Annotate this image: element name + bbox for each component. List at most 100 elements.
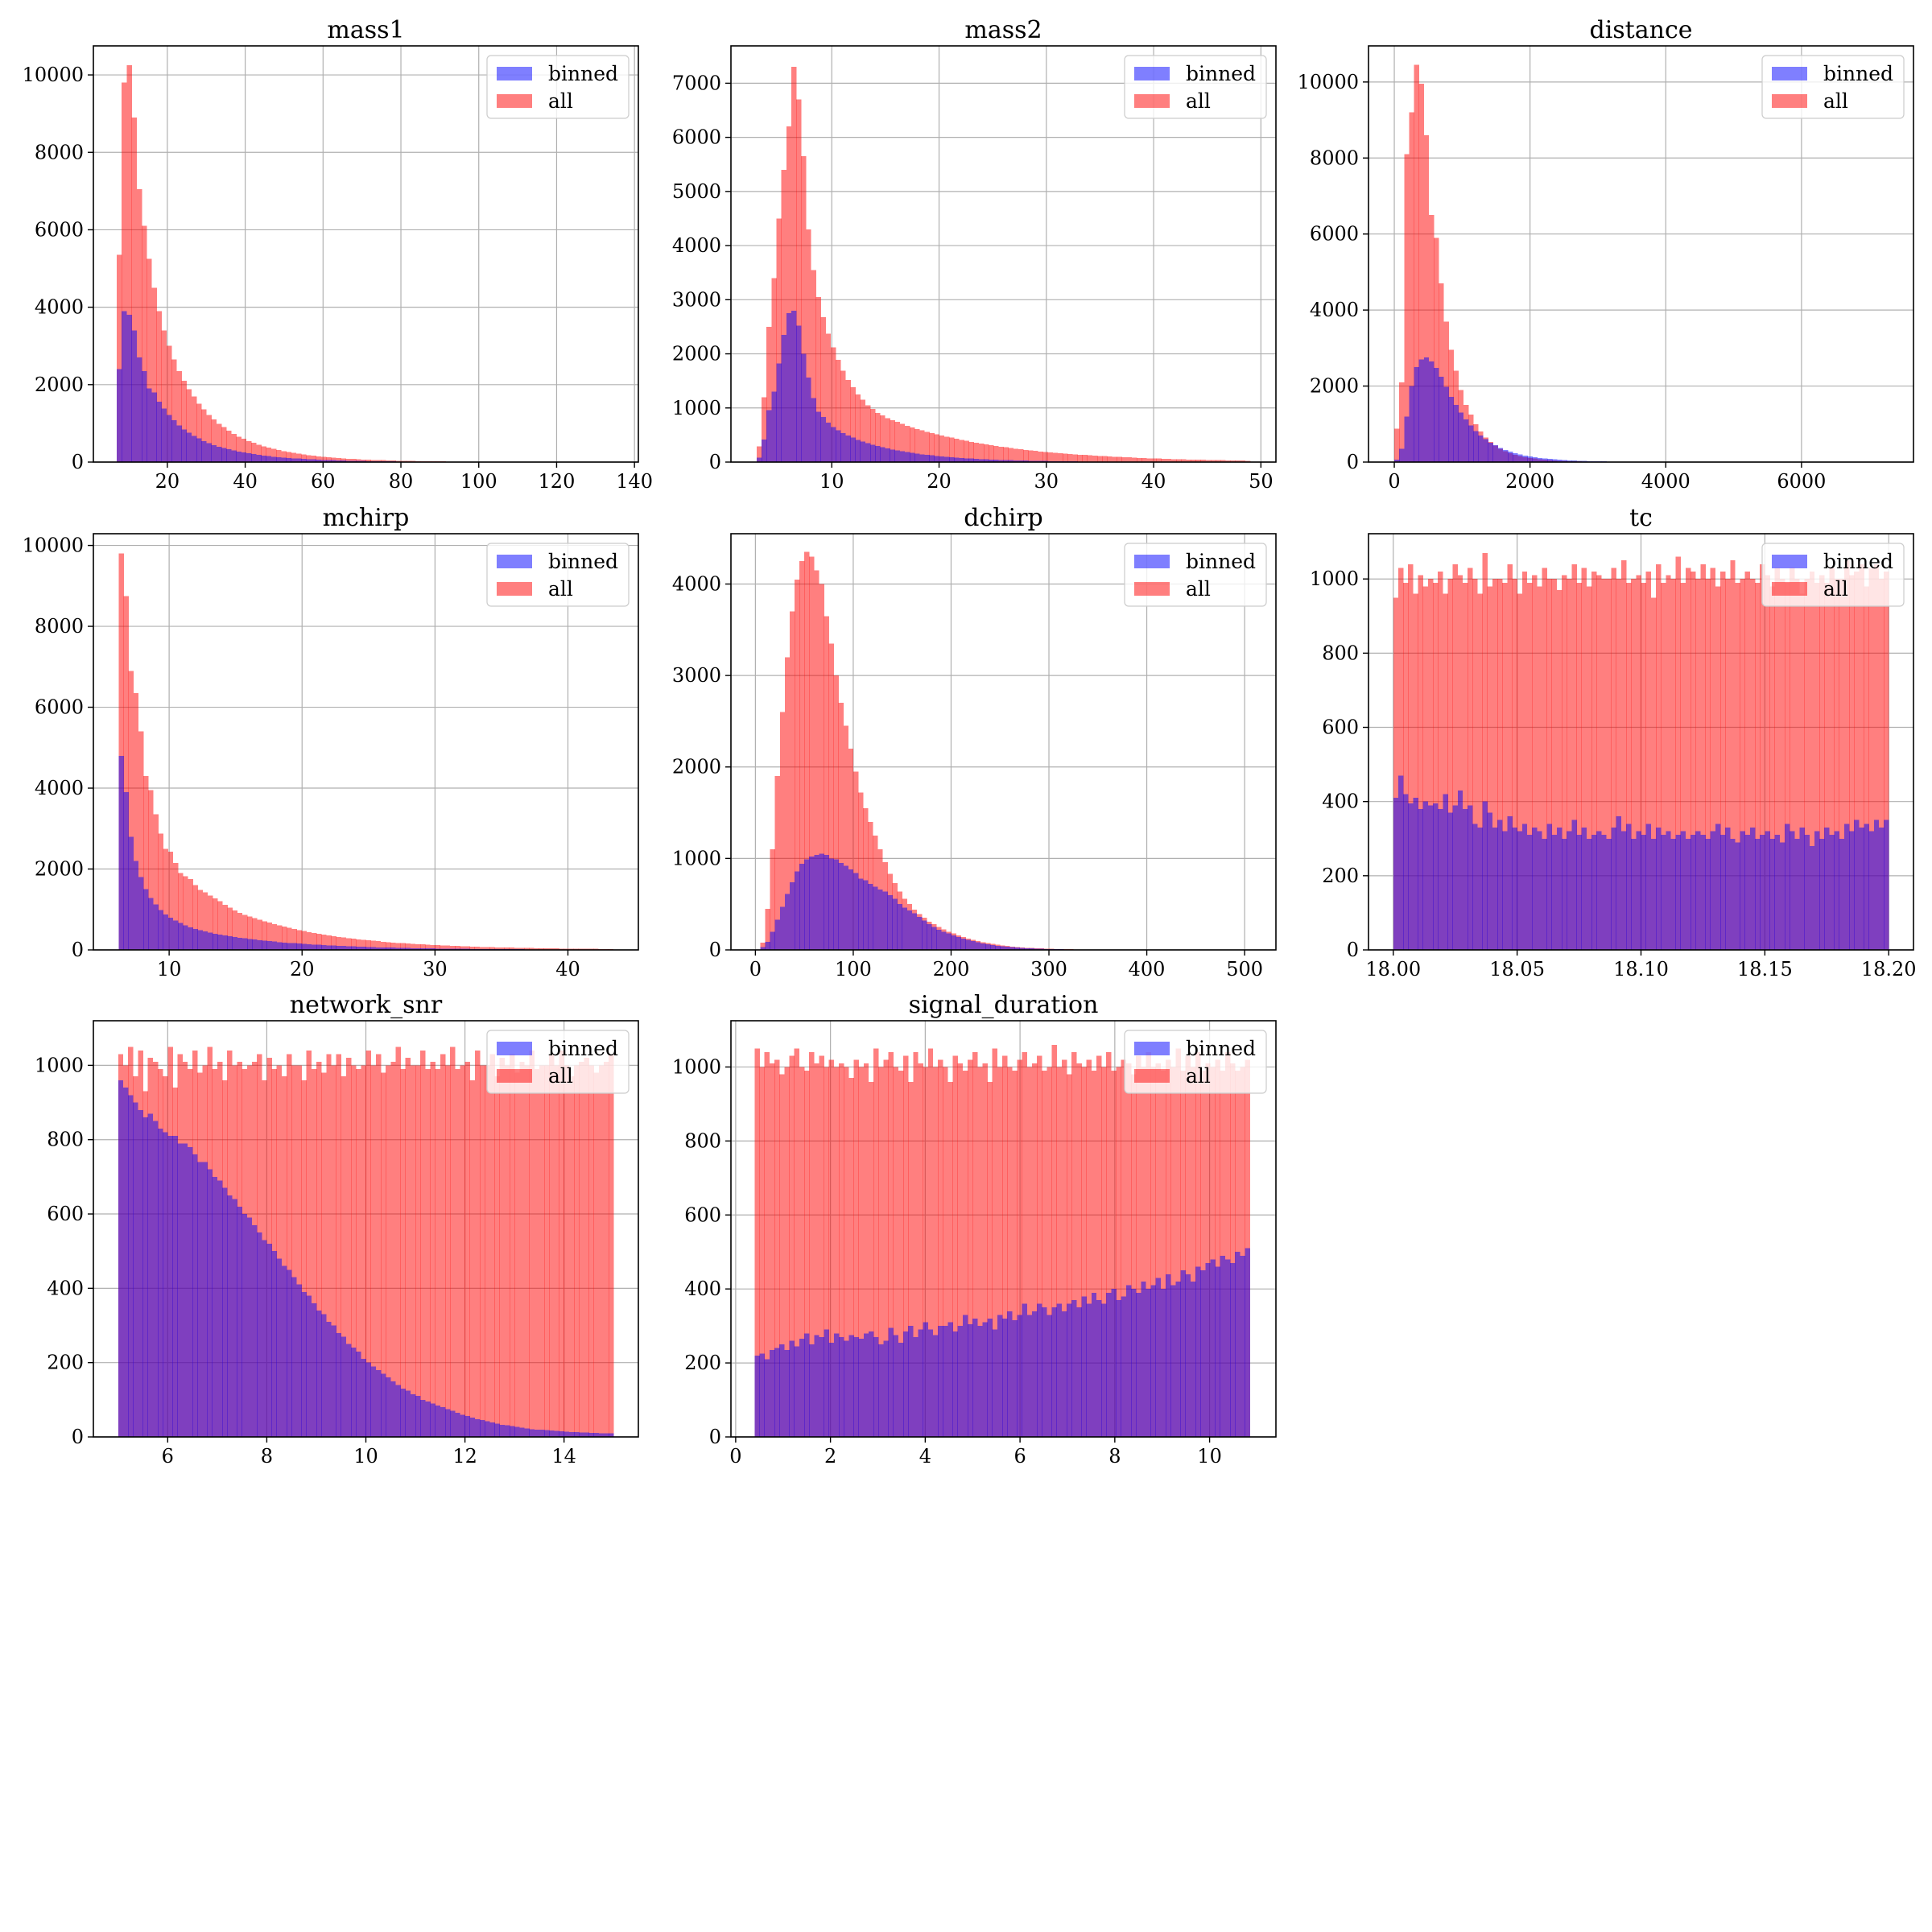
bar-binned	[918, 1329, 923, 1437]
bar-binned	[820, 417, 827, 462]
bar-binned	[1868, 831, 1875, 950]
bar-all	[1804, 579, 1810, 950]
bar-all	[435, 1069, 441, 1437]
bar-binned	[932, 1335, 939, 1437]
bar-binned	[809, 1344, 815, 1437]
bar-all	[183, 876, 188, 950]
bar-all	[148, 790, 154, 950]
bar-all	[1220, 1071, 1226, 1437]
legend-swatch-binned	[497, 555, 532, 568]
bar-binned	[519, 1427, 525, 1437]
bar-all	[375, 941, 382, 950]
bar-binned	[1166, 1274, 1171, 1437]
y-tick-label: 2000	[35, 858, 84, 881]
bar-binned	[163, 914, 169, 950]
bar-binned	[1150, 1285, 1157, 1437]
bar-all	[1418, 84, 1425, 463]
bar-all	[1636, 575, 1641, 950]
bar-all	[1537, 586, 1542, 950]
bar-all	[1028, 450, 1034, 462]
bar-binned	[814, 1335, 819, 1437]
y-tick-label: 2000	[672, 343, 721, 365]
histogram-panel-dchirp: 0 100 200 300 400 500 0 1000 2000 3000 4000 dchirp b…	[672, 504, 1277, 980]
bar-binned	[593, 1432, 600, 1437]
bar-all	[176, 370, 182, 462]
bar-all	[247, 916, 253, 950]
bar-binned	[1521, 824, 1528, 950]
bar-binned	[1220, 1255, 1226, 1437]
bar-binned	[1586, 838, 1592, 950]
bar-all	[361, 1065, 366, 1437]
bar-binned	[1725, 827, 1731, 950]
bar-all	[997, 1067, 1003, 1437]
bar-binned	[973, 459, 980, 462]
panel-title: distance	[1589, 16, 1692, 44]
bar-all	[241, 439, 247, 462]
series-binned	[117, 311, 616, 462]
bar-all	[444, 945, 451, 950]
bar-all	[1013, 448, 1019, 462]
bar-binned	[1106, 1292, 1112, 1437]
bar-binned	[1170, 1285, 1176, 1437]
x-tick-label: 80	[389, 470, 414, 493]
legend-label-all: all	[1186, 577, 1211, 601]
bar-all	[1008, 448, 1014, 462]
bar-binned	[217, 1180, 223, 1437]
bar-binned	[1230, 1263, 1236, 1437]
bar-binned	[899, 451, 906, 462]
bar-all	[1705, 579, 1711, 950]
bar-binned	[1096, 1299, 1102, 1437]
bar-binned	[539, 1430, 545, 1437]
bar-all	[1091, 1071, 1097, 1437]
bar-binned	[844, 1340, 849, 1437]
bar-binned	[609, 1433, 614, 1437]
bar-binned	[1552, 459, 1558, 462]
bar-all	[1117, 456, 1122, 462]
bar-all	[553, 948, 559, 950]
bar-all	[1195, 460, 1202, 462]
bar-binned	[887, 894, 893, 950]
bar-binned	[1116, 1299, 1121, 1437]
bar-all	[1596, 575, 1602, 950]
y-tick-label: 200	[1322, 865, 1359, 887]
bar-binned	[460, 1414, 465, 1437]
bar-all	[153, 814, 159, 950]
bar-all	[1576, 582, 1582, 950]
x-tick-label: 30	[423, 958, 448, 980]
bar-all	[345, 1058, 352, 1437]
x-axis-ticks: 0 2000 4000 6000	[1388, 462, 1826, 493]
bar-all	[539, 1065, 545, 1437]
bar-binned	[549, 1430, 555, 1437]
bar-all	[1180, 1071, 1186, 1437]
bar-all	[1769, 586, 1775, 950]
bar-binned	[770, 931, 775, 950]
x-tick-label: 8	[261, 1445, 273, 1468]
bar-binned	[1005, 947, 1010, 950]
bar-binned	[1547, 459, 1553, 462]
bar-binned	[1190, 1281, 1196, 1437]
bar-all	[415, 943, 421, 950]
bar-all	[869, 409, 876, 462]
bar-all	[282, 927, 287, 950]
bar-binned	[320, 460, 327, 462]
bar-all	[1397, 568, 1404, 950]
bar-all	[534, 1069, 540, 1437]
bar-all	[1092, 455, 1098, 462]
bar-binned	[464, 1416, 471, 1437]
bar-all	[860, 399, 866, 462]
bar-all	[1829, 568, 1835, 950]
bar-all	[156, 311, 163, 462]
y-axis-ticks: 0 1000 2000 3000 4000	[672, 572, 731, 961]
bar-binned	[1081, 1296, 1087, 1437]
bar-binned	[1427, 805, 1434, 950]
bar-binned	[480, 1420, 485, 1437]
histogram-panel-mass2: 10 20 30 40 50 0 1000 2000 3000 4000 5000 6000 7000 m…	[672, 16, 1277, 493]
bar-binned	[815, 411, 821, 462]
bar-all	[499, 947, 505, 950]
y-axis-ticks: 0 2000 4000 6000 8000 10000	[23, 64, 93, 473]
bar-all	[1462, 582, 1468, 950]
bar-all	[350, 459, 357, 462]
bar-all	[1521, 572, 1528, 950]
bar-binned	[262, 1240, 267, 1437]
bar-binned	[1468, 425, 1474, 462]
